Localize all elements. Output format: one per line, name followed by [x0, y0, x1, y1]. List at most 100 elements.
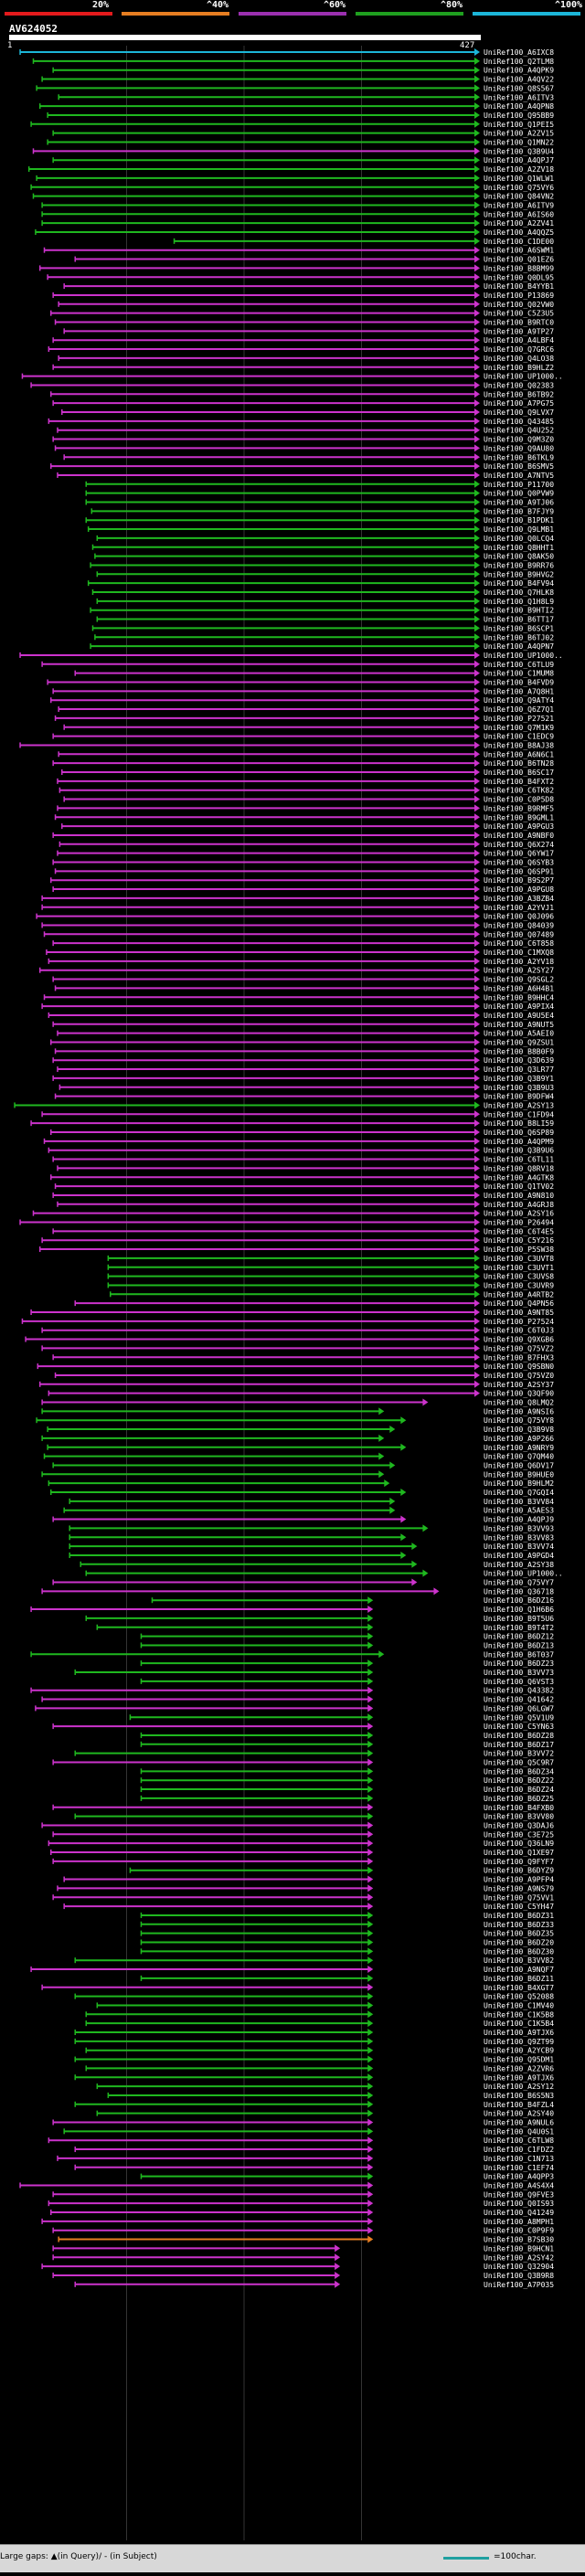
hit-row[interactable]: UniRef100_B6DZ31	[140, 1911, 554, 1920]
hit-row[interactable]: UniRef100_B6DZ11	[140, 1974, 554, 1983]
hit-label[interactable]: UniRef100_C5YN63	[484, 1723, 554, 1731]
hit-label[interactable]: UniRef100_B6TB92	[484, 390, 554, 398]
hit-label[interactable]: UniRef100_A2YVJ1	[484, 904, 554, 912]
hit-label[interactable]: UniRef100_Q41642	[484, 1696, 554, 1704]
hit-label[interactable]: UniRef100_B6DZ30	[484, 1947, 554, 1956]
hit-label[interactable]: UniRef100_Q3B9V8	[484, 1426, 554, 1434]
hit-row[interactable]: UniRef100_A9N810	[52, 1191, 554, 1200]
hit-label[interactable]: UniRef100_Q43382	[484, 1687, 554, 1695]
hit-row[interactable]: UniRef100_Q8RV18	[57, 1164, 554, 1172]
hit-row[interactable]: UniRef100_A4GRJ8	[57, 1200, 554, 1209]
hit-row[interactable]: UniRef100_B4FXB0	[52, 1803, 554, 1812]
hit-row[interactable]: UniRef100_B6TN28	[52, 759, 554, 768]
hit-row[interactable]: UniRef100_Q6SP89	[49, 1129, 555, 1137]
hit-label[interactable]: UniRef100_C3UVR9	[484, 1281, 554, 1289]
hit-row[interactable]: UniRef100_Q43382	[30, 1686, 554, 1695]
hit-row[interactable]: UniRef100_B6DZ13	[140, 1641, 554, 1649]
hit-row[interactable]: UniRef100_B9HVG2	[96, 570, 554, 578]
hit-label[interactable]: UniRef100_B8BM99	[484, 264, 554, 272]
hit-row[interactable]: UniRef100_A4QPJ9	[52, 1515, 554, 1524]
hit-row[interactable]: UniRef100_Q9SBN0	[37, 1362, 554, 1371]
hit-label[interactable]: UniRef100_B6DZ17	[484, 1741, 554, 1749]
hit-label[interactable]: UniRef100_Q84039	[484, 921, 554, 929]
hit-row[interactable]: UniRef100_B6DYZ9	[129, 1866, 554, 1875]
hit-label[interactable]: UniRef100_A5AEI0	[484, 1030, 554, 1038]
hit-label[interactable]: UniRef100_A9TJ06	[484, 499, 554, 507]
hit-label[interactable]: UniRef100_A4GTK8	[484, 1173, 554, 1182]
hit-label[interactable]: UniRef100_Q95BB9	[484, 111, 554, 120]
hit-label[interactable]: UniRef100_A2ZV41	[484, 219, 554, 228]
hit-label[interactable]: UniRef100_Q6Z7Q1	[484, 705, 554, 714]
hit-label[interactable]: UniRef100_Q8HHT1	[484, 544, 554, 552]
hit-label[interactable]: UniRef100_Q32904	[484, 2263, 554, 2271]
hit-row[interactable]: UniRef100_Q9ZSU1	[49, 1038, 555, 1047]
hit-label[interactable]: UniRef100_Q9FYF7	[484, 1858, 554, 1866]
hit-label[interactable]: UniRef100_UP1000..	[484, 373, 563, 381]
hit-label[interactable]: UniRef100_Q07489	[484, 930, 554, 938]
hit-row[interactable]: UniRef100_B6DZ35	[140, 1929, 554, 1938]
hit-row[interactable]: UniRef100_A9PIX4	[41, 1002, 554, 1011]
hit-label[interactable]: UniRef100_C1N713	[484, 2155, 554, 2163]
hit-row[interactable]: UniRef100_C1EF74	[74, 2163, 554, 2172]
hit-row[interactable]: UniRef100_Q4U252	[57, 426, 554, 435]
hit-label[interactable]: UniRef100_Q01EZ6	[484, 256, 554, 264]
hit-label[interactable]: UniRef100_B6S5N3	[484, 2092, 554, 2100]
hit-row[interactable]: UniRef100_C1FDZ2	[74, 2146, 554, 2154]
hit-row[interactable]: UniRef100_B6DZ33	[140, 1920, 554, 1929]
hit-label[interactable]: UniRef100_Q9SGL2	[484, 976, 554, 984]
hit-row[interactable]: UniRef100_B9HUE0	[41, 1470, 554, 1479]
hit-label[interactable]: UniRef100_B6DZ24	[484, 1786, 554, 1794]
hit-row[interactable]: UniRef100_Q07489	[43, 930, 555, 938]
hit-label[interactable]: UniRef100_B3VV83	[484, 1533, 554, 1542]
hit-row[interactable]: UniRef100_Q7HLK8	[91, 588, 554, 597]
hit-row[interactable]: UniRef100_A6N6C1	[58, 750, 554, 758]
hit-row[interactable]: UniRef100_A6ITV3	[58, 93, 554, 101]
hit-label[interactable]: UniRef100_A4LBF4	[484, 336, 554, 345]
hit-row[interactable]: UniRef100_C5Y216	[41, 1236, 554, 1245]
hit-label[interactable]: UniRef100_B9S2P7	[484, 876, 554, 885]
hit-label[interactable]: UniRef100_B8LI59	[484, 1119, 554, 1128]
hit-row[interactable]: UniRef100_B9T5U6	[85, 1614, 554, 1623]
hit-label[interactable]: UniRef100_A2ZV15	[484, 130, 554, 138]
hit-label[interactable]: UniRef100_A7Q8H1	[484, 687, 554, 695]
hit-label[interactable]: UniRef100_B9HCN1	[484, 2244, 554, 2253]
hit-row[interactable]: UniRef100_A4QPK9	[52, 66, 554, 75]
hit-row[interactable]: UniRef100_C1DE00	[173, 237, 555, 246]
hit-label[interactable]: UniRef100_A9NBF0	[484, 832, 554, 840]
hit-row[interactable]: UniRef100_B9HLM2	[48, 1479, 554, 1488]
hit-row[interactable]: UniRef100_Q3B9U6	[48, 1146, 554, 1155]
hit-row[interactable]: UniRef100_B9RTC0	[54, 318, 555, 327]
hit-row[interactable]: UniRef100_Q1H6B6	[30, 1606, 554, 1614]
hit-row[interactable]: UniRef100_B3VV93	[69, 1524, 554, 1532]
hit-row[interactable]: UniRef100_B6DZ30	[140, 1947, 554, 1956]
hit-row[interactable]: UniRef100_Q5V1U9	[129, 1713, 554, 1722]
hit-label[interactable]: UniRef100_B6DYZ9	[484, 1867, 554, 1875]
hit-row[interactable]: UniRef100_Q4PN56	[74, 1299, 554, 1308]
hit-label[interactable]: UniRef100_C3E725	[484, 1830, 554, 1839]
hit-row[interactable]: UniRef100_B3VV83	[69, 1533, 554, 1542]
hit-row[interactable]: UniRef100_A4S4X4	[19, 2181, 554, 2189]
hit-row[interactable]: UniRef100_B9HCN1	[52, 2244, 554, 2253]
hit-row[interactable]: UniRef100_Q41249	[49, 2209, 555, 2217]
hit-label[interactable]: UniRef100_B9HTI2	[484, 607, 554, 615]
hit-row[interactable]: UniRef100_Q01EZ6	[74, 255, 554, 264]
hit-label[interactable]: UniRef100_B6TJ02	[484, 633, 554, 641]
hit-row[interactable]: UniRef100_C6TK82	[58, 786, 554, 795]
hit-row[interactable]: UniRef100_B1PDK1	[85, 516, 554, 525]
hit-label[interactable]: UniRef100_Q6VST3	[484, 1678, 554, 1686]
hit-row[interactable]: UniRef100_Q75VY8	[36, 1416, 554, 1425]
hit-row[interactable]: UniRef100_C5YH47	[63, 1903, 554, 1911]
hit-label[interactable]: UniRef100_Q84VN2	[484, 193, 554, 201]
hit-row[interactable]: UniRef100_A9PGD4	[69, 1551, 554, 1560]
hit-row[interactable]: UniRef100_B6DZ28	[140, 1731, 554, 1740]
hit-label[interactable]: UniRef100_B3VV93	[484, 1524, 554, 1532]
hit-row[interactable]: UniRef100_Q02VW0	[58, 300, 554, 309]
hit-label[interactable]: UniRef100_B9DFW4	[484, 1093, 554, 1101]
hit-row[interactable]: UniRef100_Q41642	[41, 1695, 554, 1704]
hit-label[interactable]: UniRef100_Q8RV18	[484, 1164, 554, 1172]
hit-label[interactable]: UniRef100_B7SB30	[484, 2236, 554, 2244]
hit-row[interactable]: UniRef100_UP1000..	[19, 651, 563, 660]
hit-label[interactable]: UniRef100_B3VV84	[484, 1498, 554, 1506]
hit-label[interactable]: UniRef100_Q9AU80	[484, 444, 554, 452]
hit-row[interactable]: UniRef100_B9HHC4	[43, 993, 555, 1002]
